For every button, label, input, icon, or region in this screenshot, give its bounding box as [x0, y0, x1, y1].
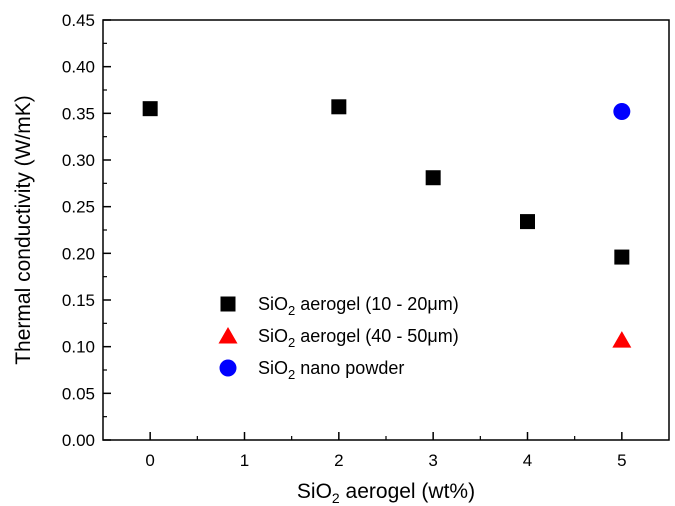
y-tick-label: 0.35	[62, 104, 95, 123]
legend-label-base: SiO	[258, 358, 288, 378]
y-axis-ticks: 0.00 0.05 0.10 0.15 0.20 0.25 0.30 0.35 0.40 0.45	[62, 11, 111, 450]
triangle-data-point	[612, 331, 632, 348]
legend-entry-label: SiO2 aerogel (10 - 20μm)	[258, 294, 459, 318]
x-tick-label: 0	[145, 451, 154, 470]
legend-label-base: SiO	[258, 326, 288, 346]
x-tick-label: 1	[240, 451, 249, 470]
legend: SiO2 aerogel (10 - 20μm)SiO2 aerogel (40…	[218, 294, 459, 382]
legend-circle-marker	[219, 359, 237, 377]
x-axis-ticks: 0 1 2 3 4 5	[145, 432, 627, 470]
square-data-point	[614, 249, 630, 265]
y-axis-title: Thermal conductivity (W/mK)	[12, 95, 35, 365]
x-tick-label: 3	[428, 451, 437, 470]
legend-entry-label: SiO2 aerogel (40 - 50μm)	[258, 326, 459, 350]
legend-square-marker	[220, 296, 236, 312]
legend-entry-label: SiO2 nano powder	[258, 358, 404, 382]
x-tick-label: 2	[334, 451, 343, 470]
y-tick-label: 0.15	[62, 291, 95, 310]
y-tick-label: 0.20	[62, 244, 95, 263]
legend-label-sub: 2	[288, 335, 295, 350]
y-tick-label: 0.45	[62, 11, 95, 30]
legend-label-sub: 2	[288, 367, 295, 382]
data-points	[142, 99, 632, 348]
y-tick-label: 0.05	[62, 384, 95, 403]
x-axis-title: SiO2 aerogel (wt%)	[297, 480, 475, 506]
y-tick-label: 0.00	[62, 431, 95, 450]
y-tick-label: 0.25	[62, 198, 95, 217]
x-tick-label: 5	[617, 451, 626, 470]
square-data-point	[331, 99, 347, 115]
y-tick-label: 0.10	[62, 338, 95, 357]
x-tick-label: 4	[523, 451, 532, 470]
x-axis-title-sub: 2	[332, 490, 340, 506]
legend-label-sub: 2	[288, 303, 295, 318]
x-axis-title-base: SiO	[297, 480, 332, 503]
legend-label-base: SiO	[258, 294, 288, 314]
y-tick-label: 0.40	[62, 58, 95, 77]
square-data-point	[142, 101, 158, 117]
square-data-point	[425, 170, 441, 186]
x-axis-title-rest: aerogel (wt%)	[340, 480, 475, 503]
y-tick-label: 0.30	[62, 151, 95, 170]
legend-label-rest: aerogel (10 - 20μm)	[295, 294, 458, 314]
square-data-point	[520, 214, 535, 230]
legend-label-rest: nano powder	[295, 358, 404, 378]
legend-label-rest: aerogel (40 - 50μm)	[295, 326, 458, 346]
circle-data-point	[613, 102, 631, 120]
legend-triangle-marker	[218, 327, 238, 344]
